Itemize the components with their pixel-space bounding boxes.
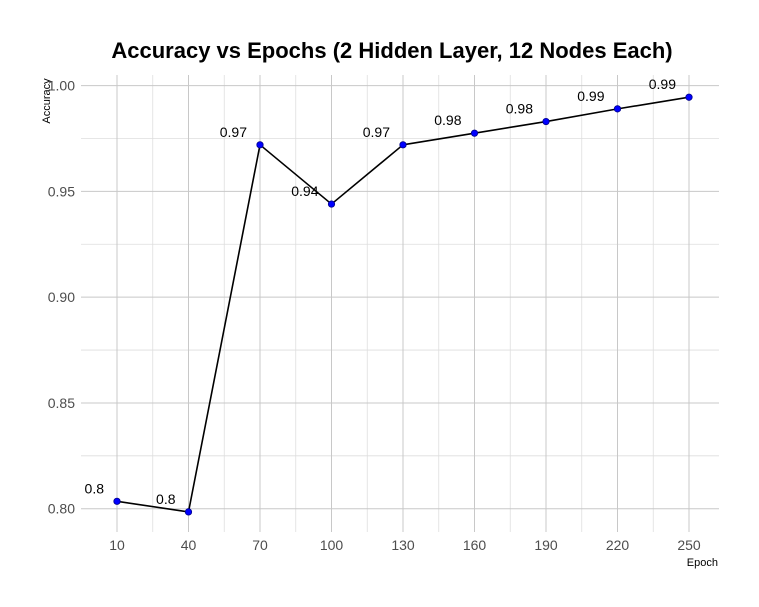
x-tick-label: 10 xyxy=(109,537,125,553)
data-label: 0.8 xyxy=(85,480,105,496)
data-label: 0.98 xyxy=(506,101,533,117)
data-label: 0.8 xyxy=(156,491,176,507)
x-tick-label: 40 xyxy=(181,537,197,553)
x-tick-label: 220 xyxy=(606,537,630,553)
y-tick-label: 0.95 xyxy=(48,183,75,199)
y-axis-title: Accuracy xyxy=(41,78,53,124)
x-tick-label: 160 xyxy=(463,537,487,553)
grid xyxy=(81,75,719,532)
x-tick-label: 190 xyxy=(534,537,558,553)
y-tick-label: 0.90 xyxy=(48,289,75,305)
data-label: 0.97 xyxy=(363,124,390,140)
accuracy-series xyxy=(113,93,693,516)
y-tick-label: 1.00 xyxy=(48,78,75,94)
data-labels: 0.8 0.8 0.97 0.94 0.97 0.98 0.98 0.99 0.99 xyxy=(85,76,677,507)
data-point xyxy=(184,508,193,516)
data-label: 0.99 xyxy=(577,88,604,104)
data-point xyxy=(113,497,121,505)
x-tick-label: 100 xyxy=(320,537,344,553)
x-tick-label: 130 xyxy=(391,537,415,553)
x-axis-title: Epoch xyxy=(687,557,718,569)
y-tick-labels: 0.80 0.85 0.90 0.95 1.00 xyxy=(48,78,75,517)
data-point xyxy=(327,200,336,208)
data-point xyxy=(685,93,693,101)
data-label: 0.99 xyxy=(649,76,676,92)
y-tick-label: 0.80 xyxy=(48,501,75,517)
data-point xyxy=(470,129,479,137)
chart-title: Accuracy vs Epochs (2 Hidden Layer, 12 N… xyxy=(111,38,672,63)
data-point xyxy=(613,105,622,113)
data-point xyxy=(256,141,264,149)
data-label: 0.98 xyxy=(434,112,461,128)
data-label: 0.97 xyxy=(220,124,247,140)
x-tick-labels: 10 40 70 100 130 160 190 220 250 xyxy=(109,537,701,553)
x-tick-label: 250 xyxy=(677,537,701,553)
y-tick-label: 0.85 xyxy=(48,395,75,411)
data-point xyxy=(542,117,550,126)
data-label: 0.94 xyxy=(291,183,318,199)
data-point xyxy=(399,141,407,149)
x-tick-label: 70 xyxy=(252,537,268,553)
